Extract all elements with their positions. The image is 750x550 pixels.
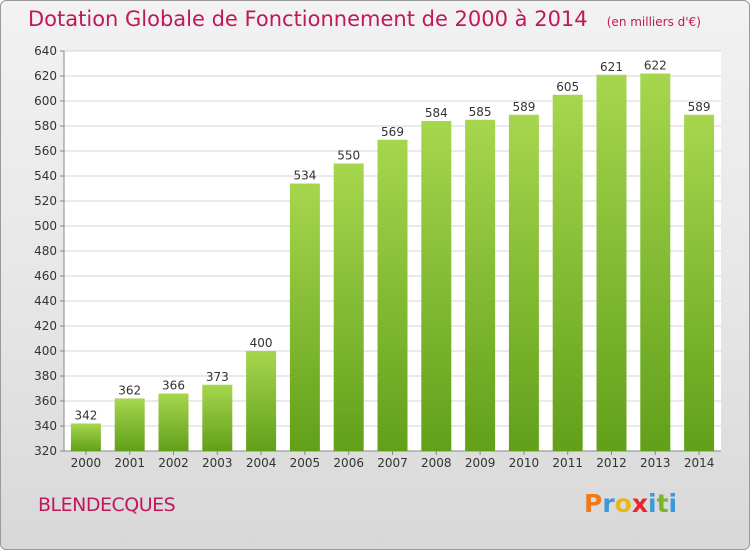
- y-tick-label: 360: [34, 394, 57, 408]
- logo-letter: x: [631, 489, 648, 518]
- x-tick-label: 2002: [158, 456, 189, 470]
- bar: [508, 114, 539, 451]
- x-tick-label: 2010: [509, 456, 540, 470]
- y-tick-label: 400: [34, 344, 57, 358]
- x-tick-label: 2003: [202, 456, 233, 470]
- bar: [246, 351, 277, 451]
- data-label: 550: [337, 149, 360, 163]
- x-tick-label: 2012: [596, 456, 627, 470]
- bar: [70, 423, 101, 451]
- x-tick-label: 2007: [377, 456, 408, 470]
- data-label: 362: [118, 384, 141, 398]
- x-tick-label: 2006: [333, 456, 364, 470]
- y-tick-label: 380: [34, 369, 57, 383]
- chart-title: Dotation Globale de Fonctionnement de 20…: [28, 7, 588, 31]
- y-tick-label: 340: [34, 419, 57, 433]
- data-label: 589: [512, 100, 535, 114]
- commune-name: BLENDECQUES: [38, 494, 176, 516]
- y-tick-label: 560: [34, 144, 57, 158]
- x-tick-label: 2014: [684, 456, 715, 470]
- data-label: 569: [381, 125, 404, 139]
- x-tick-label: 2008: [421, 456, 452, 470]
- bar: [114, 398, 145, 451]
- x-tick-label: 2013: [640, 456, 671, 470]
- logo-letter: t: [656, 489, 669, 518]
- data-label: 621: [600, 60, 623, 74]
- proxiti-logo: Proxiti: [584, 489, 677, 518]
- bar: [158, 393, 189, 451]
- logo-letter: i: [668, 489, 678, 518]
- y-tick-label: 520: [34, 194, 57, 208]
- bar: [552, 94, 583, 451]
- x-tick-label: 2009: [465, 456, 496, 470]
- bar: [377, 139, 408, 451]
- x-tick-label: 2001: [114, 456, 145, 470]
- data-label: 534: [293, 169, 316, 183]
- data-label: 366: [162, 379, 185, 393]
- y-tick-label: 440: [34, 294, 57, 308]
- x-tick-label: 2004: [246, 456, 277, 470]
- y-tick-label: 600: [34, 94, 57, 108]
- y-tick-label: 420: [34, 319, 57, 333]
- unit-note: (en milliers d'€): [606, 15, 701, 29]
- logo-letter: r: [602, 489, 615, 518]
- title-line: Dotation Globale de Fonctionnement de 20…: [28, 7, 701, 31]
- data-label: 589: [688, 100, 711, 114]
- data-label: 373: [206, 370, 229, 384]
- bar: [684, 114, 715, 451]
- y-tick-label: 320: [34, 444, 57, 458]
- bar: [640, 73, 671, 451]
- y-tick-label: 640: [34, 44, 57, 58]
- y-tick-label: 460: [34, 269, 57, 283]
- y-tick-label: 480: [34, 244, 57, 258]
- x-tick-label: 2000: [71, 456, 102, 470]
- bar: [465, 119, 496, 451]
- logo-letter: P: [584, 489, 603, 518]
- bar: [202, 384, 233, 451]
- data-label: 605: [556, 80, 579, 94]
- logo-letter: i: [648, 489, 657, 518]
- data-label: 585: [469, 105, 492, 119]
- data-label: 584: [425, 106, 448, 120]
- y-tick-label: 500: [34, 219, 57, 233]
- x-tick-label: 2011: [552, 456, 583, 470]
- bar: [289, 183, 320, 451]
- logo-letter: o: [614, 489, 632, 518]
- data-label: 342: [74, 409, 97, 423]
- bar: [421, 121, 452, 451]
- y-tick-label: 620: [34, 69, 57, 83]
- data-label: 400: [250, 336, 273, 350]
- bar: [596, 74, 627, 451]
- y-tick-label: 540: [34, 169, 57, 183]
- x-tick-label: 2005: [290, 456, 321, 470]
- y-tick-label: 580: [34, 119, 57, 133]
- data-label: 622: [644, 59, 667, 73]
- bar: [333, 163, 364, 451]
